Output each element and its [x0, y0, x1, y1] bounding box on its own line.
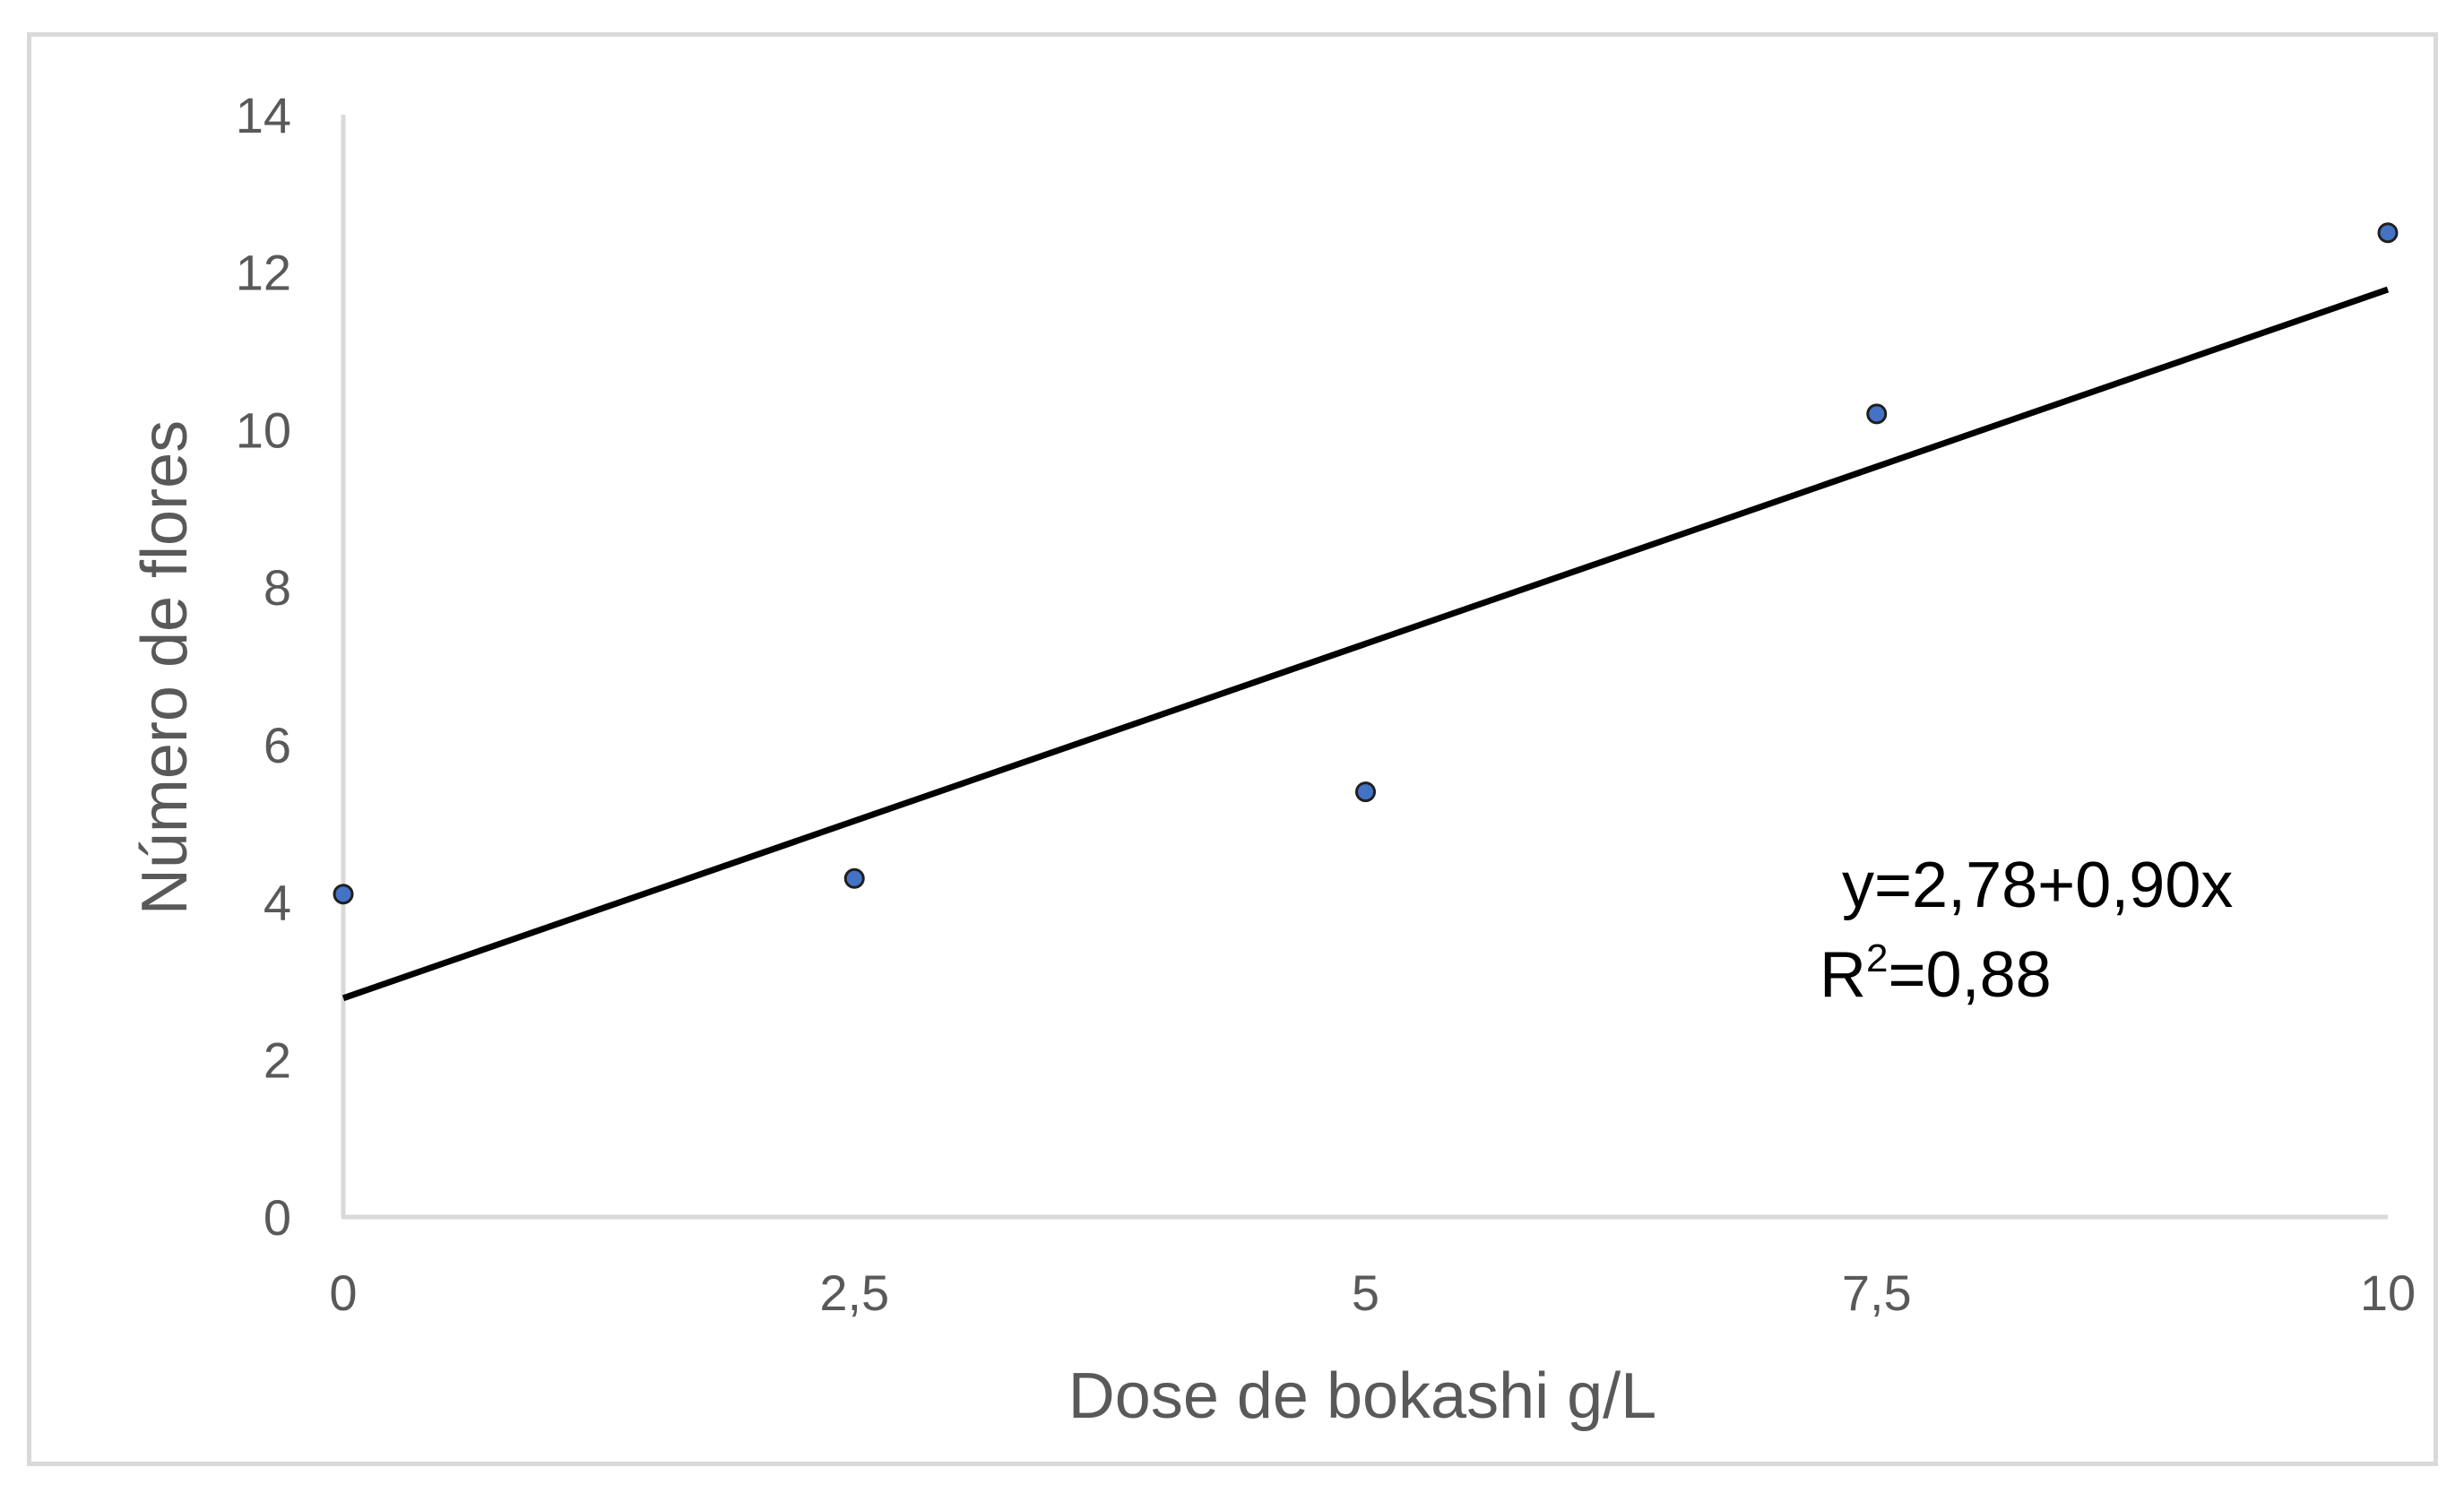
equation-annotation: y=2,78+0,90x	[1842, 850, 2233, 921]
r-squared-value: =0,88	[1888, 939, 2051, 1011]
x-tick-labels: 0 2,5 5 7,5 10	[329, 1264, 2416, 1321]
trendline-group	[342, 286, 2390, 1002]
x-tick-label: 0	[329, 1264, 357, 1321]
data-point	[843, 867, 865, 889]
x-tick-label: 5	[1352, 1264, 1379, 1321]
x-tick-label: 7,5	[1842, 1264, 1912, 1321]
y-tick-label: 0	[264, 1189, 291, 1246]
axes	[341, 115, 2388, 1220]
x-tick-label: 10	[2360, 1264, 2416, 1321]
data-point	[1866, 403, 1888, 425]
y-tick-label: 8	[264, 559, 291, 616]
r-squared-prefix: R	[1820, 939, 1866, 1011]
trendline	[342, 286, 2390, 1002]
y-tick-label: 6	[264, 717, 291, 773]
y-axis-title: Número de flores	[129, 420, 201, 915]
x-axis-title: Dose de bokashi g/L	[1068, 1360, 1656, 1432]
y-tick-label: 14	[236, 87, 291, 143]
y-tick-label: 10	[236, 401, 291, 458]
data-points	[333, 222, 2399, 905]
chart-frame	[27, 32, 2438, 1466]
r-squared-annotation: R2=0,88	[1820, 936, 2052, 1011]
y-tick-labels: 0 2 4 6 8 10 12 14	[236, 87, 291, 1246]
y-tick-label: 2	[264, 1031, 291, 1088]
y-tick-label: 4	[264, 875, 291, 931]
data-point	[2377, 222, 2399, 244]
y-tick-label: 12	[236, 245, 291, 301]
data-point	[333, 884, 354, 905]
x-tick-label: 2,5	[819, 1264, 889, 1321]
r-squared-superscript: 2	[1866, 936, 1888, 980]
data-point	[1355, 781, 1376, 803]
